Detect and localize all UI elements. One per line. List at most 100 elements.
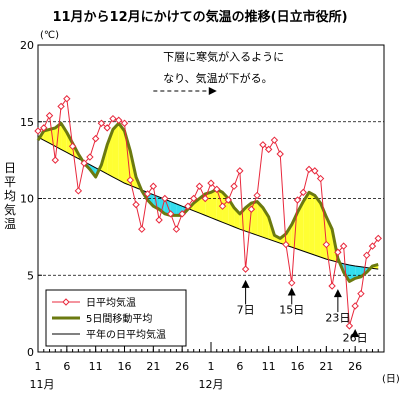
y-tick-label: 15 xyxy=(20,116,34,129)
normal-series xyxy=(37,136,379,270)
fill-above-normal xyxy=(297,201,304,252)
daily-series xyxy=(34,95,382,330)
fill-above-normal xyxy=(309,192,315,256)
daily-point xyxy=(259,141,267,149)
x-tick-label: 16 xyxy=(291,360,305,373)
daily-point xyxy=(334,248,342,256)
annotation-text: 23日 xyxy=(325,311,350,324)
daily-point xyxy=(305,165,313,174)
x-tick-label: 26 xyxy=(348,360,362,373)
daily-point xyxy=(368,242,377,250)
daily-point xyxy=(40,124,48,132)
daily-point xyxy=(276,150,284,158)
moving-average-series xyxy=(36,121,379,283)
daily-point xyxy=(201,194,209,203)
moving-average-line xyxy=(36,121,379,283)
annotation-arrowhead xyxy=(241,279,250,288)
month-label: 12月 xyxy=(199,378,224,391)
fill-above-normal xyxy=(257,201,263,238)
daily-point xyxy=(161,194,169,203)
daily-point xyxy=(97,119,106,127)
daily-point xyxy=(80,159,88,167)
fill-above-normal xyxy=(314,195,321,258)
normal-temperature-line xyxy=(37,136,379,270)
daily-point xyxy=(184,202,192,210)
daily-point xyxy=(247,205,256,213)
daily-point xyxy=(299,188,307,197)
daily-point xyxy=(149,182,158,190)
daily-point xyxy=(322,240,331,249)
annotation-text: 7日 xyxy=(237,304,255,317)
daily-temperature-line xyxy=(37,98,379,327)
x-unit-label: (日) xyxy=(382,374,400,385)
anomaly-fills xyxy=(38,123,379,282)
annotation-text: 26日 xyxy=(343,331,368,344)
x-tick-label: 16 xyxy=(118,360,132,373)
daily-point xyxy=(207,179,215,187)
daily-point xyxy=(362,251,371,260)
daily-point xyxy=(270,136,279,144)
daily-point xyxy=(282,240,290,249)
daily-point xyxy=(189,194,198,203)
daily-point xyxy=(103,124,111,132)
daily-point xyxy=(132,200,140,209)
x-tick-label: 6 xyxy=(236,360,243,373)
legend-marker xyxy=(62,298,70,306)
y-tick-label: 10 xyxy=(20,193,34,206)
daily-point xyxy=(63,95,71,103)
daily-point xyxy=(351,302,359,310)
daily-point xyxy=(230,182,238,190)
daily-point xyxy=(126,176,134,184)
x-tick-label: 21 xyxy=(146,360,160,373)
daily-point xyxy=(288,279,296,287)
daily-point xyxy=(328,282,336,290)
annotation-arrowhead xyxy=(351,328,360,337)
daily-point xyxy=(51,156,60,164)
y-axis-label-char: 気 xyxy=(4,202,16,217)
daily-point xyxy=(120,119,129,127)
fill-above-normal xyxy=(118,123,125,184)
y-tick-label: 20 xyxy=(20,39,34,52)
legend-label: 5日間移動平均 xyxy=(86,312,152,325)
fill-below-normal xyxy=(349,264,356,282)
annotation-text: 15日 xyxy=(279,304,304,317)
daily-point xyxy=(68,142,77,151)
daily-point xyxy=(115,116,123,124)
y-unit-label: (℃) xyxy=(40,30,59,41)
x-tick-label: 26 xyxy=(175,360,189,373)
fill-above-normal xyxy=(285,224,292,248)
x-tick-label: 21 xyxy=(319,360,333,373)
y-axis-label-char: 日 xyxy=(4,161,16,175)
daily-point xyxy=(374,234,382,243)
daily-point xyxy=(74,187,83,195)
grid-lines xyxy=(38,121,384,276)
fill-above-normal xyxy=(43,129,50,144)
daily-point xyxy=(339,242,348,250)
daily-point xyxy=(213,185,221,193)
x-tick-label: 1 xyxy=(35,360,42,373)
legend-label: 平年の日平均気温 xyxy=(86,328,166,341)
daily-point xyxy=(236,167,244,175)
daily-point xyxy=(357,289,365,298)
fill-above-normal xyxy=(124,130,131,186)
daily-point xyxy=(109,114,117,123)
x-tick-label: 11 xyxy=(89,360,103,373)
daily-point xyxy=(224,196,233,204)
chart-title: 11月から12月にかけての気温の推移(日立市役所) xyxy=(52,10,348,25)
daily-point xyxy=(143,190,152,198)
fill-above-normal xyxy=(211,189,217,220)
daily-point xyxy=(195,182,204,190)
y-axis-label-char: 均 xyxy=(4,189,16,203)
daily-point xyxy=(218,202,227,210)
daily-point xyxy=(91,134,100,143)
daily-point xyxy=(253,191,261,200)
y-tick-label: 0 xyxy=(27,346,34,359)
daily-point xyxy=(138,225,146,233)
x-tick-label: 6 xyxy=(63,360,70,373)
legend-label: 日平均気温 xyxy=(86,296,136,309)
x-tick-label: 1 xyxy=(208,360,215,373)
daily-point xyxy=(178,210,186,218)
